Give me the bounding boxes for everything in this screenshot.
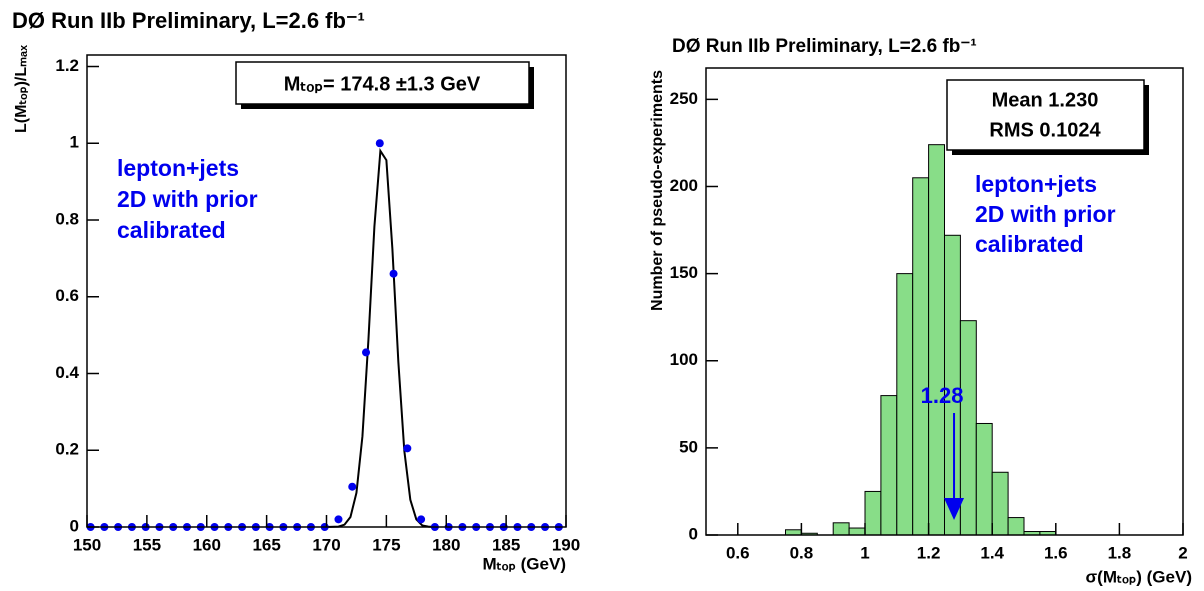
y-tick-label: 50 xyxy=(679,437,698,456)
x-tick-label: 1.2 xyxy=(917,543,941,562)
x-tick-label: 160 xyxy=(193,535,221,554)
plot-frame xyxy=(705,67,1184,536)
x-tick-label: 0.6 xyxy=(726,543,750,562)
histogram-bar xyxy=(928,144,945,536)
y-tick-label: 0.2 xyxy=(55,440,79,459)
x-tick-label: 1.4 xyxy=(980,543,1004,562)
annotation: lepton+jets xyxy=(117,155,239,181)
plot-frame xyxy=(86,54,567,528)
data-point xyxy=(375,139,384,148)
histogram-bar xyxy=(848,527,866,536)
x-tick-label: 175 xyxy=(372,535,400,554)
data-point xyxy=(417,515,426,524)
annotation: calibrated xyxy=(975,231,1084,257)
histogram-bar xyxy=(880,395,898,536)
data-point xyxy=(334,515,343,524)
annotation: lepton+jets xyxy=(975,171,1097,197)
histogram-bar xyxy=(785,529,802,536)
histogram-bar xyxy=(991,471,1009,536)
x-tick-label: 0.8 xyxy=(790,543,814,562)
y-tick-label: 200 xyxy=(670,176,698,195)
info-text: RMS 0.1024 xyxy=(989,119,1101,141)
y-tick-label: 250 xyxy=(670,89,698,108)
annotation: calibrated xyxy=(117,217,226,243)
x-tick-label: 180 xyxy=(432,535,460,554)
data-point xyxy=(403,444,412,453)
histogram-bar xyxy=(959,320,977,536)
x-tick-label: 150 xyxy=(73,535,101,554)
y-tick-label: 100 xyxy=(670,350,698,369)
arrow-label: 1.28 xyxy=(921,383,964,408)
annotation: 2D with prior xyxy=(975,201,1116,227)
histogram-bar xyxy=(864,490,882,536)
histogram-bar xyxy=(832,522,850,536)
fit-curve xyxy=(326,147,435,528)
info-box xyxy=(235,61,530,105)
x-axis-label: Mₜₒₚ (GeV) xyxy=(483,554,567,573)
histogram-bar xyxy=(896,273,914,536)
y-tick-label: 0.4 xyxy=(55,363,79,382)
x-tick-label: 165 xyxy=(252,535,280,554)
info-text: Mean 1.230 xyxy=(992,89,1099,111)
y-axis-label: Number of pseudo-experiments xyxy=(649,70,666,311)
y-axis-label: L(Mₜₒₚ)/Lₘₐₓ xyxy=(13,45,30,133)
y-tick-label: 1.2 xyxy=(55,56,79,75)
annotation: 2D with prior xyxy=(117,186,258,212)
chart-title: DØ Run IIb Preliminary, L=2.6 fb⁻¹ xyxy=(672,36,977,57)
data-point xyxy=(348,482,357,491)
arrow-head xyxy=(944,498,965,520)
x-tick-label: 1.6 xyxy=(1044,543,1068,562)
x-tick-label: 185 xyxy=(492,535,520,554)
data-point xyxy=(389,269,398,278)
x-tick-label: 1 xyxy=(860,543,869,562)
x-tick-label: 2 xyxy=(1178,543,1187,562)
histogram-bar xyxy=(975,422,993,536)
y-tick-label: 0 xyxy=(70,516,79,535)
y-tick-label: 1 xyxy=(70,133,79,152)
chart-title: DØ Run IIb Preliminary, L=2.6 fb⁻¹ xyxy=(12,8,365,33)
histogram-bar xyxy=(912,177,930,536)
y-tick-label: 0.8 xyxy=(55,209,79,228)
y-tick-label: 0.6 xyxy=(55,286,79,305)
x-tick-label: 190 xyxy=(552,535,580,554)
x-tick-label: 1.8 xyxy=(1108,543,1132,562)
info-box xyxy=(946,79,1145,151)
x-tick-label: 155 xyxy=(133,535,161,554)
data-point xyxy=(362,348,371,357)
info-text: Mₜₒₚ= 174.8 ±1.3 GeV xyxy=(284,73,481,95)
x-tick-label: 170 xyxy=(312,535,340,554)
x-axis-label: σ(Mₜₒₚ) (GeV) xyxy=(1086,567,1192,586)
y-tick-label: 150 xyxy=(670,263,698,282)
y-tick-label: 0 xyxy=(689,524,698,543)
histogram-bar xyxy=(1007,517,1025,536)
